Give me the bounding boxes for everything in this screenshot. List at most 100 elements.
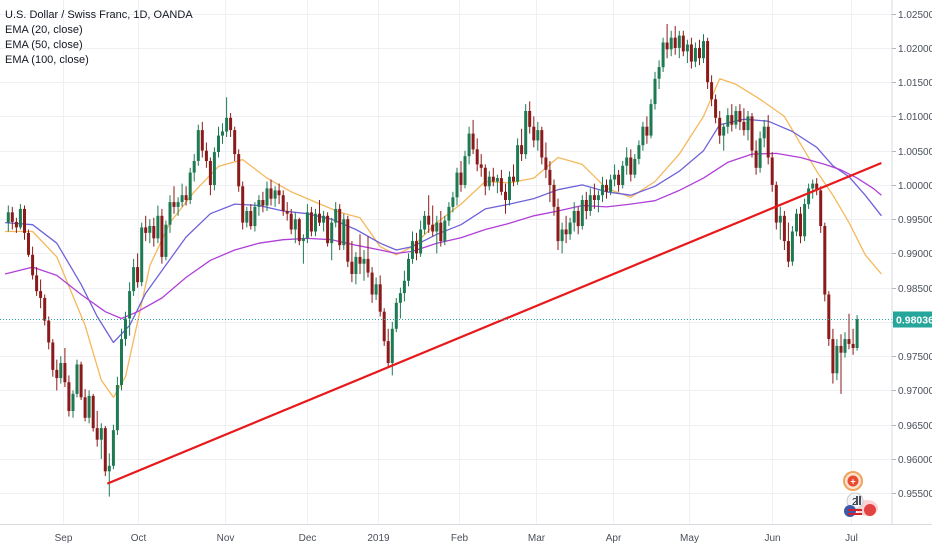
candle-up[interactable]: [362, 250, 366, 281]
candle-up[interactable]: [524, 104, 528, 159]
candle-up[interactable]: [726, 108, 730, 134]
candle-up[interactable]: [390, 321, 394, 376]
candle-down[interactable]: [91, 393, 95, 432]
candle-down[interactable]: [39, 279, 43, 309]
candle-down[interactable]: [200, 121, 204, 158]
candle-up[interactable]: [180, 183, 184, 207]
candle-up[interactable]: [653, 71, 657, 110]
candle-up[interactable]: [722, 123, 726, 151]
candle-up[interactable]: [253, 202, 257, 232]
candle-down[interactable]: [576, 206, 580, 235]
candle-up[interactable]: [273, 186, 277, 207]
candle-down[interactable]: [415, 232, 418, 261]
candle-up[interactable]: [407, 253, 410, 287]
candle-up[interactable]: [265, 181, 269, 212]
candle-up[interactable]: [334, 202, 338, 228]
candle-up[interactable]: [330, 217, 334, 261]
candle-down[interactable]: [83, 389, 87, 422]
candle-up[interactable]: [245, 206, 249, 228]
candle-down[interactable]: [289, 208, 293, 235]
candle-up[interactable]: [835, 339, 839, 381]
candle-up[interactable]: [128, 282, 132, 336]
candle-up[interactable]: [677, 30, 681, 59]
candle-up[interactable]: [192, 154, 196, 182]
candle-down[interactable]: [237, 149, 241, 192]
candle-down[interactable]: [540, 126, 544, 165]
candle-down[interactable]: [592, 183, 596, 209]
candle-down[interactable]: [665, 24, 669, 59]
candle-down[interactable]: [742, 108, 746, 136]
trendline-segment[interactable]: [106, 161, 882, 485]
candle-down[interactable]: [144, 215, 148, 242]
candle-up[interactable]: [164, 220, 168, 261]
candle-up[interactable]: [795, 208, 798, 237]
candle-up[interactable]: [212, 147, 216, 191]
candle-down[interactable]: [520, 128, 524, 161]
candle-down[interactable]: [681, 30, 685, 57]
candle-down[interactable]: [350, 241, 354, 283]
candle-up[interactable]: [257, 195, 261, 216]
candle-up[interactable]: [342, 213, 346, 250]
candle-down[interactable]: [617, 169, 621, 192]
candle-down[interactable]: [439, 211, 443, 247]
candle-up[interactable]: [354, 252, 358, 285]
candle-down[interactable]: [67, 375, 71, 417]
candle-down[interactable]: [285, 202, 289, 221]
candle-up[interactable]: [613, 164, 617, 187]
candle-up[interactable]: [734, 106, 738, 129]
candle-down[interactable]: [103, 426, 107, 477]
candle-down[interactable]: [750, 113, 754, 158]
candle-down[interactable]: [714, 94, 718, 124]
candle-down[interactable]: [718, 111, 722, 144]
candle-down[interactable]: [95, 411, 99, 447]
candle-up[interactable]: [124, 311, 127, 346]
candle-down[interactable]: [491, 167, 495, 187]
candle-up[interactable]: [115, 376, 119, 435]
candle-down[interactable]: [706, 37, 710, 89]
candle-up[interactable]: [443, 215, 447, 246]
candle-up[interactable]: [111, 424, 115, 470]
candle-down[interactable]: [229, 113, 233, 137]
candle-up[interactable]: [560, 222, 564, 254]
candle-down[interactable]: [815, 178, 819, 196]
candle-down[interactable]: [136, 253, 140, 288]
candle-down[interactable]: [160, 208, 164, 264]
candle-up[interactable]: [75, 359, 79, 398]
candle-up[interactable]: [196, 124, 200, 166]
candle-down[interactable]: [823, 222, 827, 302]
candle-up[interactable]: [685, 39, 689, 63]
candle-up[interactable]: [120, 328, 123, 391]
candle-up[interactable]: [419, 220, 423, 257]
candle-up[interactable]: [87, 390, 91, 424]
candle-down[interactable]: [766, 115, 770, 165]
candle-up[interactable]: [293, 212, 297, 244]
legend-ema20[interactable]: EMA (20, close): [5, 24, 83, 36]
time-axis-panel[interactable]: [0, 524, 932, 550]
candle-down[interactable]: [281, 190, 285, 216]
candle-up[interactable]: [140, 222, 144, 287]
candle-down[interactable]: [338, 204, 342, 250]
candle-down[interactable]: [673, 26, 677, 55]
candle-up[interactable]: [132, 258, 136, 296]
candle-down[interactable]: [851, 328, 855, 355]
candle-down[interactable]: [819, 186, 823, 233]
candle-up[interactable]: [435, 215, 439, 254]
candle-up[interactable]: [305, 204, 309, 244]
candle-down[interactable]: [483, 164, 487, 196]
candle-up[interactable]: [447, 202, 451, 226]
candle-down[interactable]: [184, 186, 188, 206]
candle-down[interactable]: [431, 205, 435, 237]
candle-up[interactable]: [702, 34, 705, 63]
candle-down[interactable]: [831, 328, 835, 384]
candle-down[interactable]: [23, 205, 26, 240]
candle-up[interactable]: [758, 131, 762, 173]
candle-up[interactable]: [657, 60, 661, 89]
candle-up[interactable]: [580, 195, 584, 230]
candle-up[interactable]: [374, 277, 378, 300]
candle-up[interactable]: [855, 315, 859, 351]
candle-up[interactable]: [463, 150, 467, 189]
candle-up[interactable]: [803, 198, 807, 242]
candle-up[interactable]: [762, 119, 766, 148]
candle-up[interactable]: [625, 147, 629, 175]
candle-down[interactable]: [43, 294, 47, 326]
